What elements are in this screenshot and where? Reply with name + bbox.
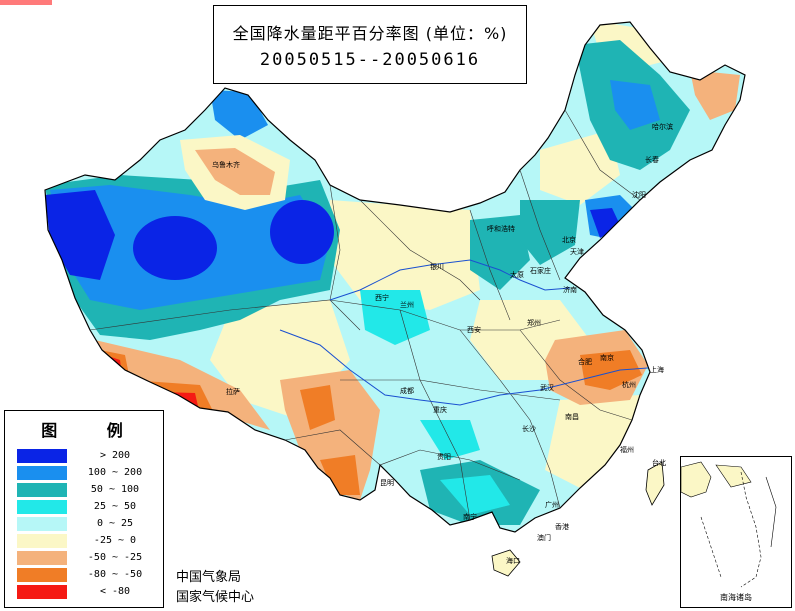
corner-mark [0,0,52,5]
legend-label: > 200 [99,450,131,461]
date-range: 20050515--20050616 [259,50,481,70]
legend-item: < -80 [17,585,157,599]
inset-map [680,461,777,588]
legend-swatch [17,585,67,599]
city-label: 呼和浩特 [487,225,515,233]
city-label: 沈阳 [632,191,646,199]
legend-swatch [17,534,67,548]
city-label: 乌鲁木齐 [212,161,240,169]
city-label: 南昌 [565,413,579,421]
legend-label: -50 ~ -25 [87,552,143,563]
legend-label: -80 ~ -50 [87,569,143,580]
city-label: 郑州 [527,319,541,327]
south-china-sea-inset: 南海诸岛 [680,456,792,608]
city-label: 成都 [400,387,414,395]
city-label: 长春 [645,156,659,164]
legend-item: > 200 [17,449,157,463]
legend-swatch [17,517,67,531]
inset-label: 南海诸岛 [720,593,752,602]
city-label: 福州 [620,446,634,454]
city-label: 杭州 [622,381,636,389]
legend-swatch [17,551,67,565]
legend-title: 图 例 [41,421,145,440]
title-box: 全国降水量距平百分率图 (单位：%) 20050515--20050616 [213,5,527,84]
legend-label: 0 ~ 25 [96,518,134,529]
city-label: 重庆 [433,406,447,414]
city-label: 海口 [506,557,520,565]
legend-label: 50 ~ 100 [90,484,140,495]
city-label: 武汉 [540,384,554,392]
city-label: 石家庄 [530,267,551,275]
legend-item: 100 ~ 200 [17,466,157,480]
legend-item: -50 ~ -25 [17,551,157,565]
city-label: 合肥 [578,358,592,366]
credit-ncc: 国家气候中心 [176,590,255,605]
city-label: 天津 [570,248,584,256]
credit-cma: 中国气象局 [176,570,242,585]
city-label: 拉萨 [226,388,240,396]
city-label: 长沙 [522,425,536,433]
legend-item: 0 ~ 25 [17,517,157,531]
legend-label: 25 ~ 50 [93,501,137,512]
city-label: 台北 [652,459,666,467]
legend-swatch [17,568,67,582]
city-label: 澳门 [537,534,551,542]
city-label: 太原 [510,271,524,279]
legend-label: < -80 [99,586,131,597]
city-label: 香港 [555,523,569,531]
city-label: 济南 [563,286,577,294]
city-label: 上海 [650,366,664,374]
city-label: 银川 [430,263,444,271]
legend-swatch [17,466,67,480]
legend-label: -25 ~ 0 [93,535,137,546]
city-label: 南宁 [463,513,477,521]
legend-item: -25 ~ 0 [17,534,157,548]
legend: 图 例 > 200 100 ~ 200 50 ~ 100 25 ~ 50 0 ~ 25 -… [4,410,164,608]
city-label: 昆明 [380,479,394,487]
legend-label: 100 ~ 200 [87,467,143,478]
legend-item: 50 ~ 100 [17,483,157,497]
city-label: 北京 [562,236,576,244]
legend-item: 25 ~ 50 [17,500,157,514]
legend-swatch [17,449,67,463]
map-title: 全国降水量距平百分率图 (单位：%) [232,24,508,43]
city-label: 贵阳 [437,453,451,461]
city-label: 南京 [600,354,614,362]
city-label: 哈尔滨 [652,123,673,131]
city-label: 兰州 [400,301,414,309]
legend-swatch [17,500,67,514]
legend-swatch [17,483,67,497]
city-label: 广州 [545,501,559,509]
city-label: 西宁 [375,294,389,302]
city-label: 西安 [467,326,481,334]
legend-item: -80 ~ -50 [17,568,157,582]
